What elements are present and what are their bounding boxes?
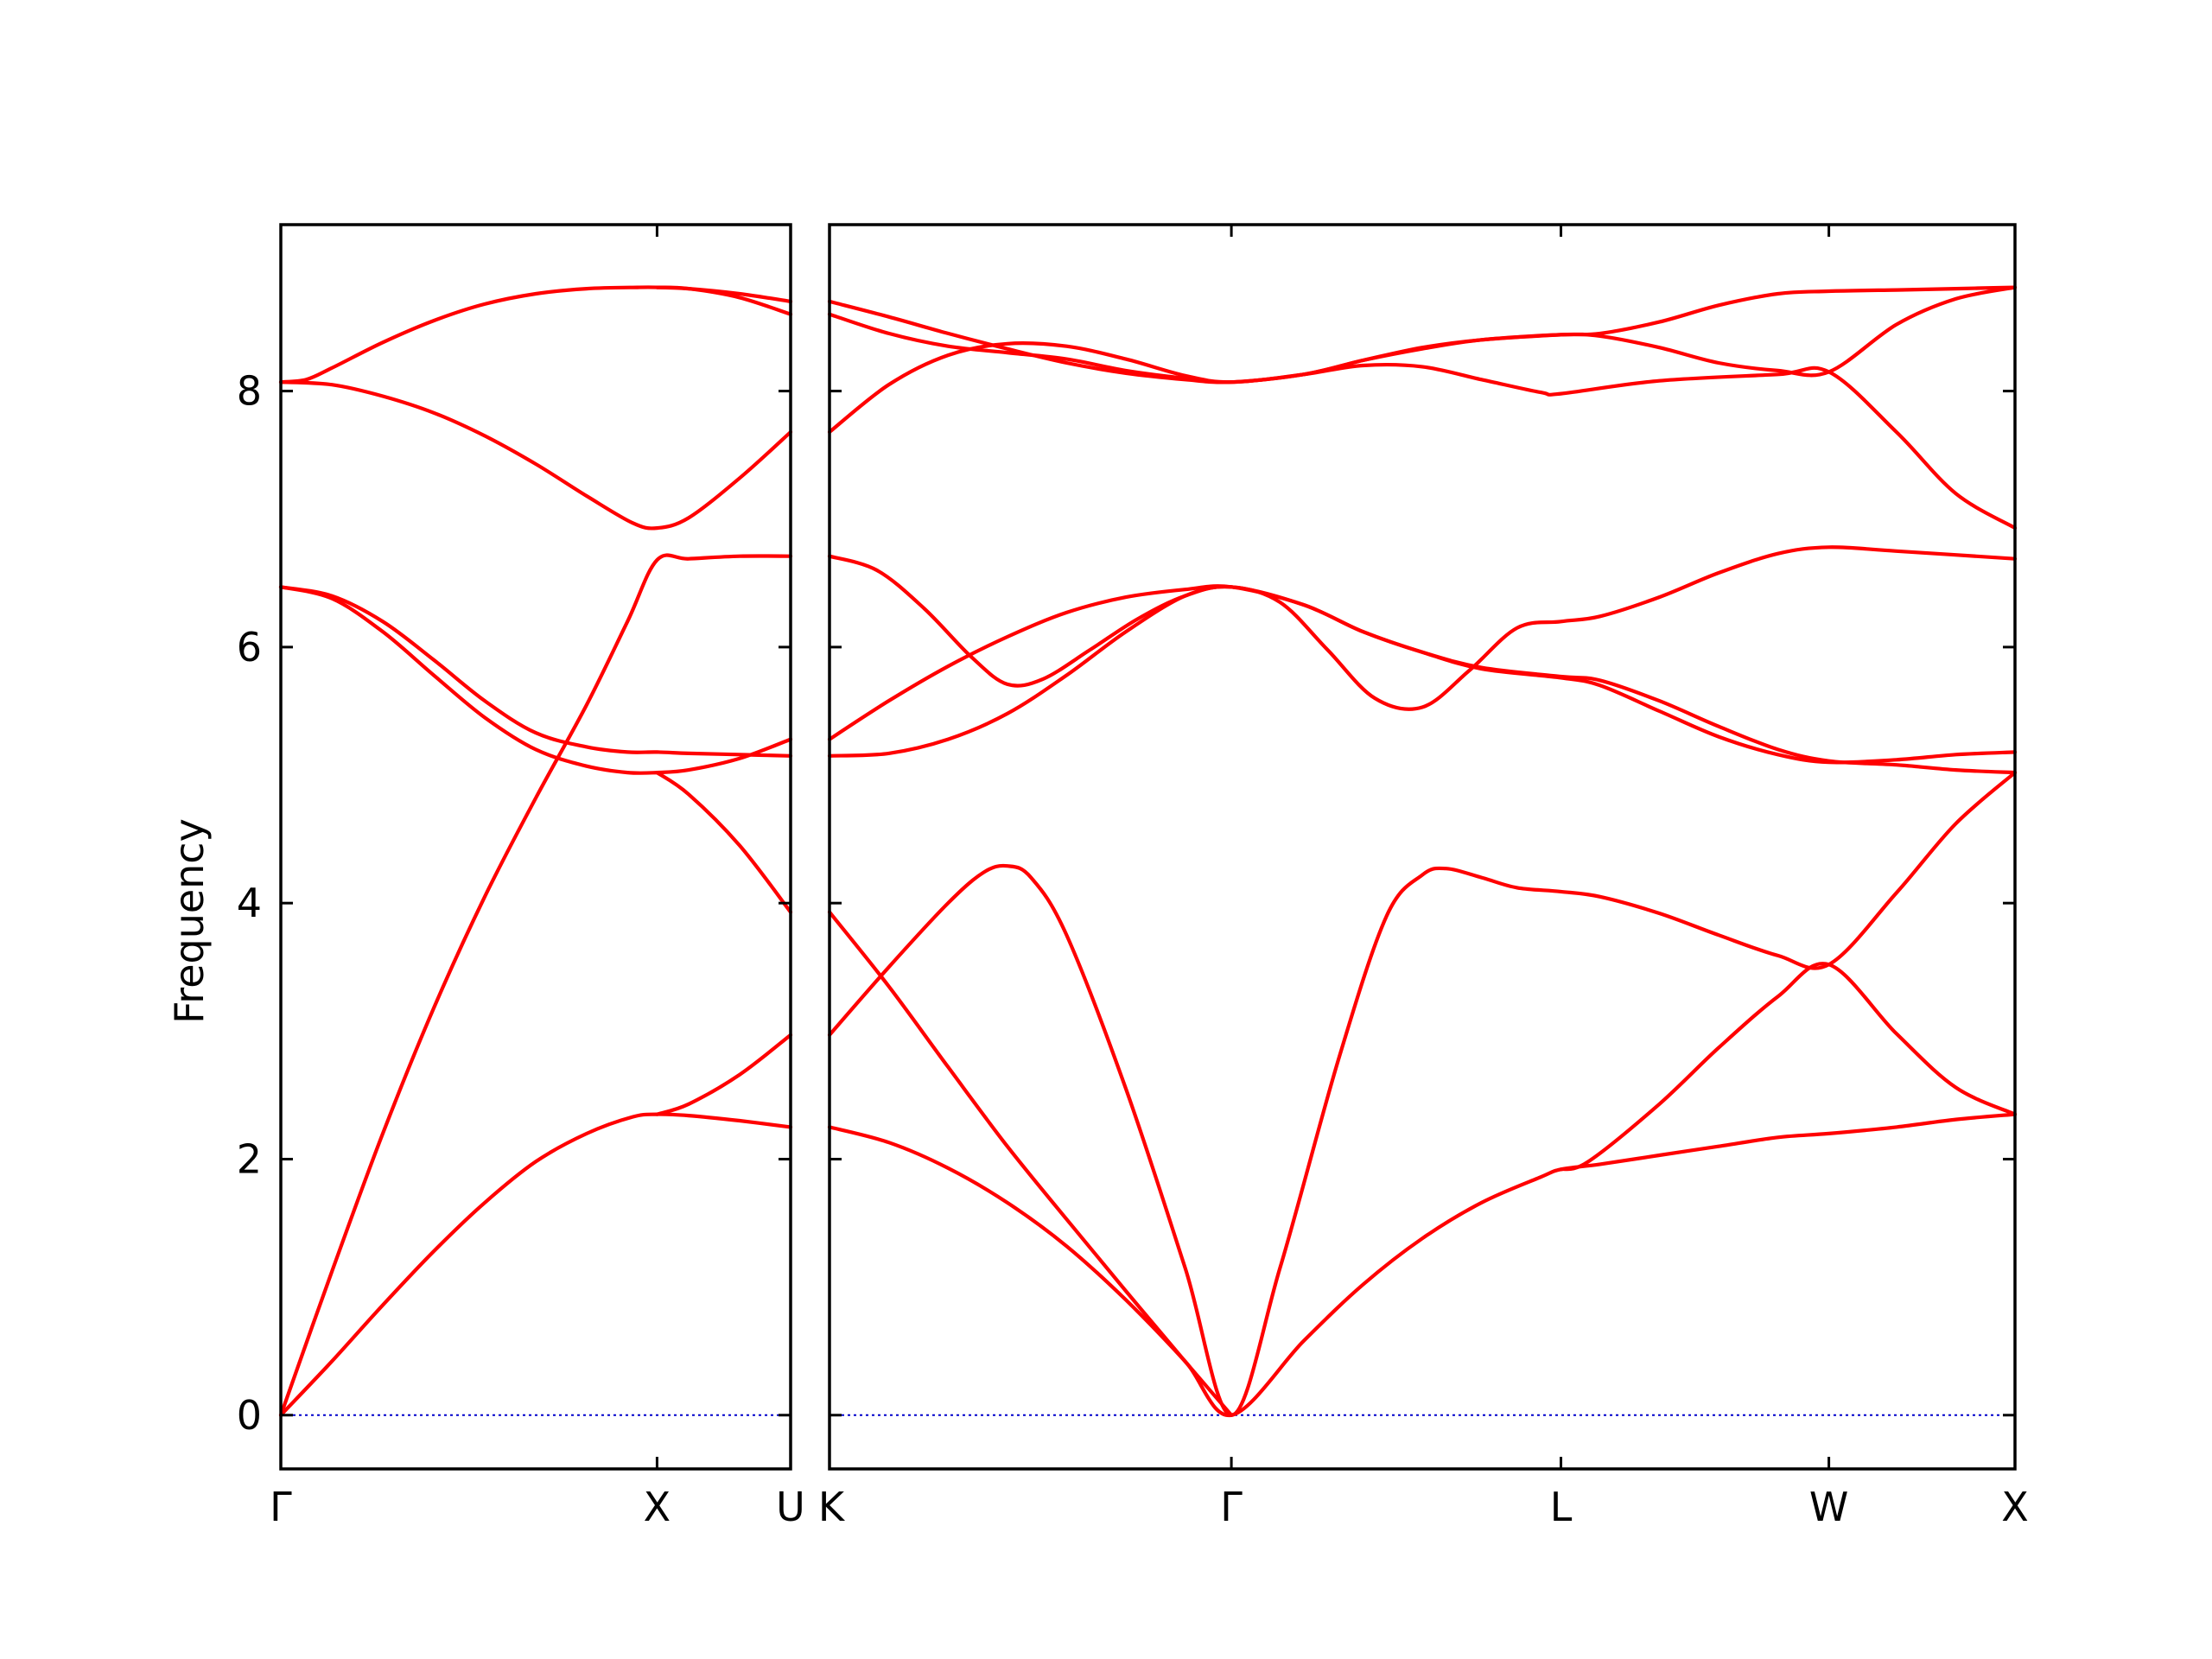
y-tick-label: 8 [237,368,262,415]
panel-1-band-3 [655,1033,793,1116]
panel-frame [279,223,792,1471]
x-tick-label: U [776,1484,805,1530]
panel-1-band-5 [278,585,793,775]
y-tick-label: 6 [237,624,262,671]
panel-2-band-4 [1559,962,2018,1172]
x-tick-label: W [1809,1484,1848,1530]
panel-2-band-2 [827,910,1234,1417]
x-tick-label: Γ [270,1484,292,1530]
panel-1-band-9 [655,285,793,303]
panel-2-band-8 [827,341,2018,531]
panel-2-band-5 [827,545,2018,758]
panel-frame [828,223,2017,1471]
panel-2-band-6 [827,584,2018,765]
y-tick-label: 2 [237,1135,262,1182]
panel-1-band-6 [278,585,793,758]
panel-2-band-1 [827,1112,2018,1417]
x-tick-label: X [2001,1484,2029,1530]
panel-2-band-7 [827,554,2018,775]
y-axis-title: Frequency [166,818,213,1024]
x-tick-label: X [644,1484,671,1530]
y-tick-label: 4 [237,880,262,926]
panel-2-band-3 [827,771,2018,1417]
panel-1-band-1 [278,1112,793,1417]
plot-panels: Γ X U K Γ L W X 0 2 4 6 8 [237,223,2029,1530]
x-tick-label: Γ [1220,1484,1243,1530]
panel-1-band-8 [278,285,793,385]
panel-1-band-7 [278,380,793,531]
x-tick-label: K [818,1484,846,1530]
y-tick-label: 0 [237,1392,262,1439]
panel-1-band-4 [655,771,793,914]
panel-1-band-2 [278,553,793,1417]
x-tick-label: L [1550,1484,1573,1530]
panel-2-band-10 [827,285,2018,385]
